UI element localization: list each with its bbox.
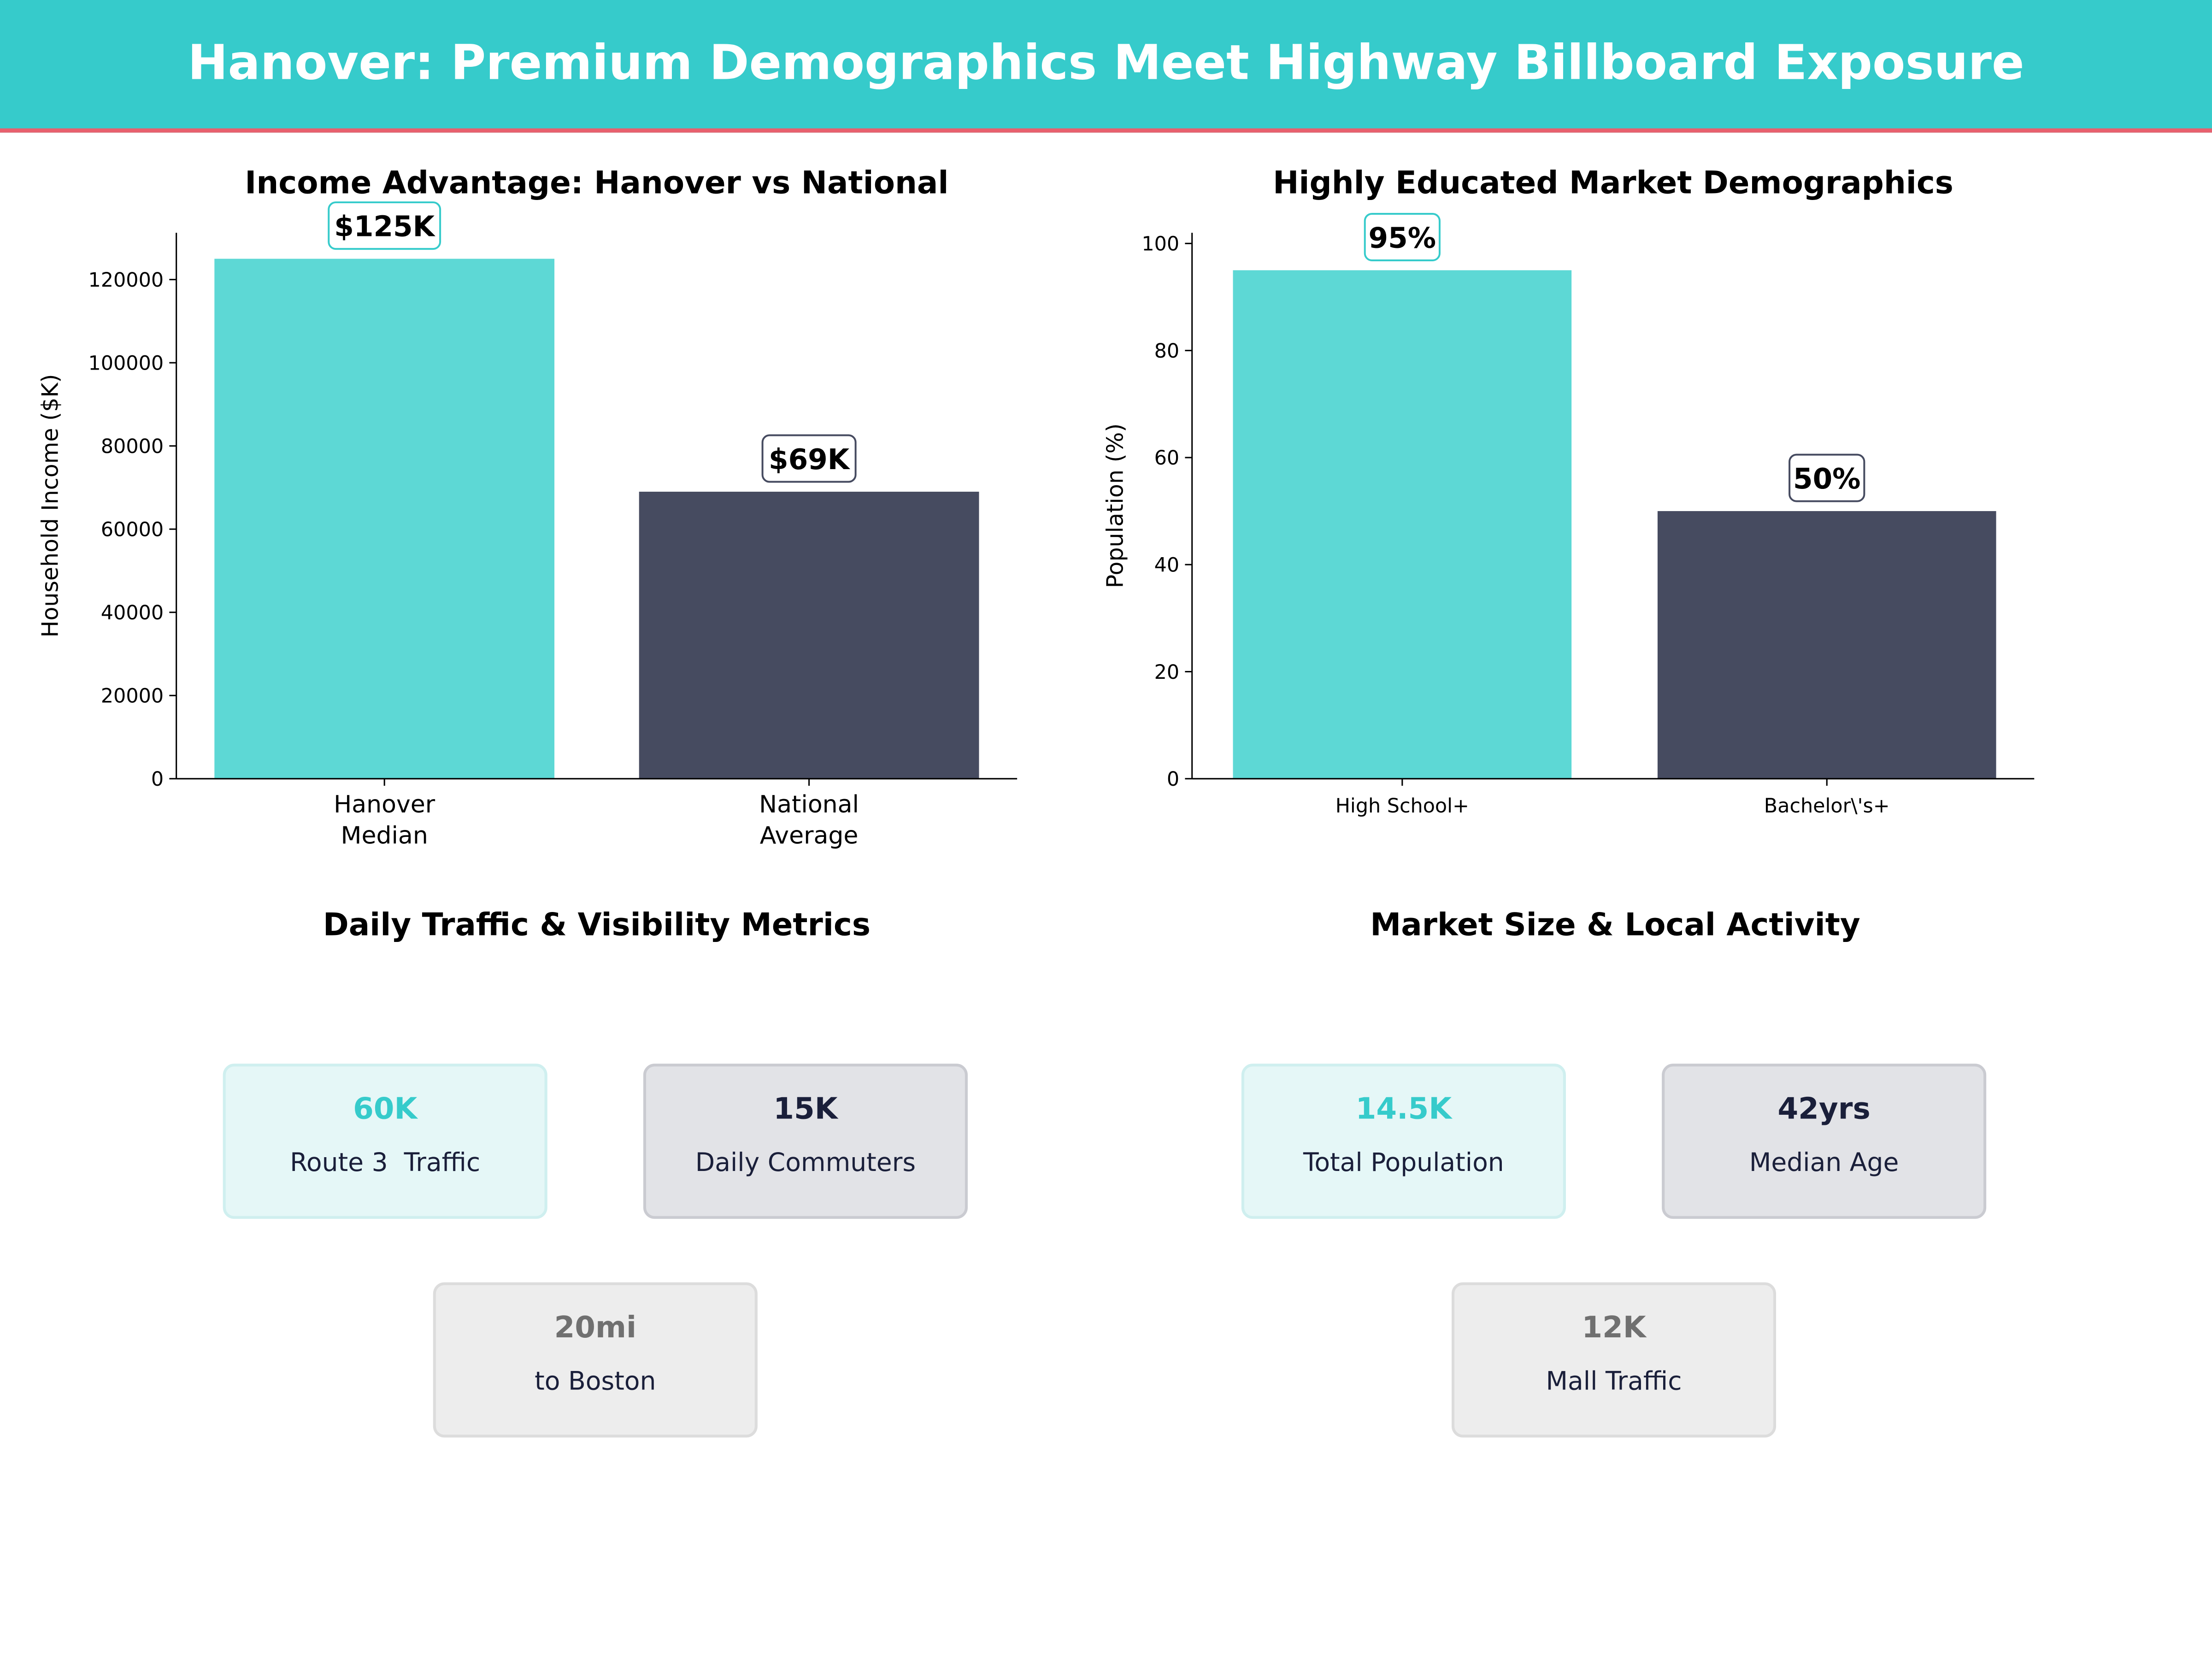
traffic-section-title: Daily Traffic & Visibility Metrics xyxy=(323,908,871,944)
metric-value: 20mi xyxy=(554,1310,637,1345)
y-tick-label: 100 xyxy=(1141,233,1179,256)
y-tick-label: 20 xyxy=(1154,661,1180,684)
x-tick-label: National Average xyxy=(759,791,859,849)
metric-card-distance-boston: 20mi to Boston xyxy=(433,1282,758,1438)
metric-card-route3-traffic: 60K Route 3 Traffic xyxy=(223,1064,547,1219)
y-tick-label: 80000 xyxy=(101,435,164,458)
metric-card-median-age: 42yrs Median Age xyxy=(1662,1064,1987,1219)
bar xyxy=(1233,270,1572,779)
metric-value: 12K xyxy=(1582,1310,1646,1345)
x-tick-label: Hanover Median xyxy=(334,791,435,849)
metric-card-daily-commuters: 15K Daily Commuters xyxy=(643,1064,968,1219)
y-axis-label: Household Income ($K) xyxy=(37,374,64,637)
y-tick-label: 60 xyxy=(1154,447,1180,470)
metric-value: 14.5K xyxy=(1355,1092,1452,1126)
y-tick-label: 80 xyxy=(1154,340,1180,363)
market-section-title: Market Size & Local Activity xyxy=(1370,908,1860,944)
metric-label: Median Age xyxy=(1749,1148,1899,1178)
chart-title: Highly Educated Market Demographics xyxy=(1273,164,1953,200)
data-label-box xyxy=(761,434,857,483)
bar xyxy=(639,491,979,779)
chart-title: Income Advantage: Hanover vs National xyxy=(245,164,948,200)
data-label-box xyxy=(328,201,441,250)
x-tick-label: High School+ xyxy=(1335,794,1469,818)
metric-label: Route 3 Traffic xyxy=(290,1148,481,1178)
metric-card-mall-traffic: 12K Mall Traffic xyxy=(1451,1282,1777,1438)
data-label: $125K xyxy=(334,211,435,243)
page-title: Hanover: Premium Demographics Meet Highw… xyxy=(188,35,2024,92)
data-label-box xyxy=(1364,212,1441,261)
bar xyxy=(214,259,555,779)
bar xyxy=(1657,511,1996,779)
y-tick-label: 20000 xyxy=(101,685,164,708)
y-tick-label: 60000 xyxy=(101,518,164,541)
data-label: $69K xyxy=(769,443,851,476)
y-axis-label: Population (%) xyxy=(1102,424,1129,588)
y-tick-label: 120000 xyxy=(88,269,164,292)
data-label: 50% xyxy=(1793,463,1861,495)
metric-label: Total Population xyxy=(1303,1148,1504,1178)
metric-value: 15K xyxy=(773,1092,838,1126)
metric-label: Daily Commuters xyxy=(695,1148,916,1178)
y-tick-label: 40000 xyxy=(101,601,164,624)
y-tick-label: 40 xyxy=(1154,554,1180,577)
data-label-box xyxy=(1788,453,1865,502)
x-tick-label: Bachelor\'s+ xyxy=(1764,794,1890,818)
header-banner: Hanover: Premium Demographics Meet Highw… xyxy=(0,0,2212,133)
y-tick-label: 0 xyxy=(151,768,164,791)
y-tick-label: 0 xyxy=(1167,768,1179,791)
metric-value: 60K xyxy=(353,1092,418,1126)
y-tick-label: 100000 xyxy=(88,352,164,375)
metric-value: 42yrs xyxy=(1777,1092,1871,1126)
metric-card-total-population: 14.5K Total Population xyxy=(1241,1064,1566,1219)
data-label: 95% xyxy=(1369,222,1436,254)
metric-label: Mall Traffic xyxy=(1546,1367,1682,1397)
metric-label: to Boston xyxy=(535,1367,656,1397)
